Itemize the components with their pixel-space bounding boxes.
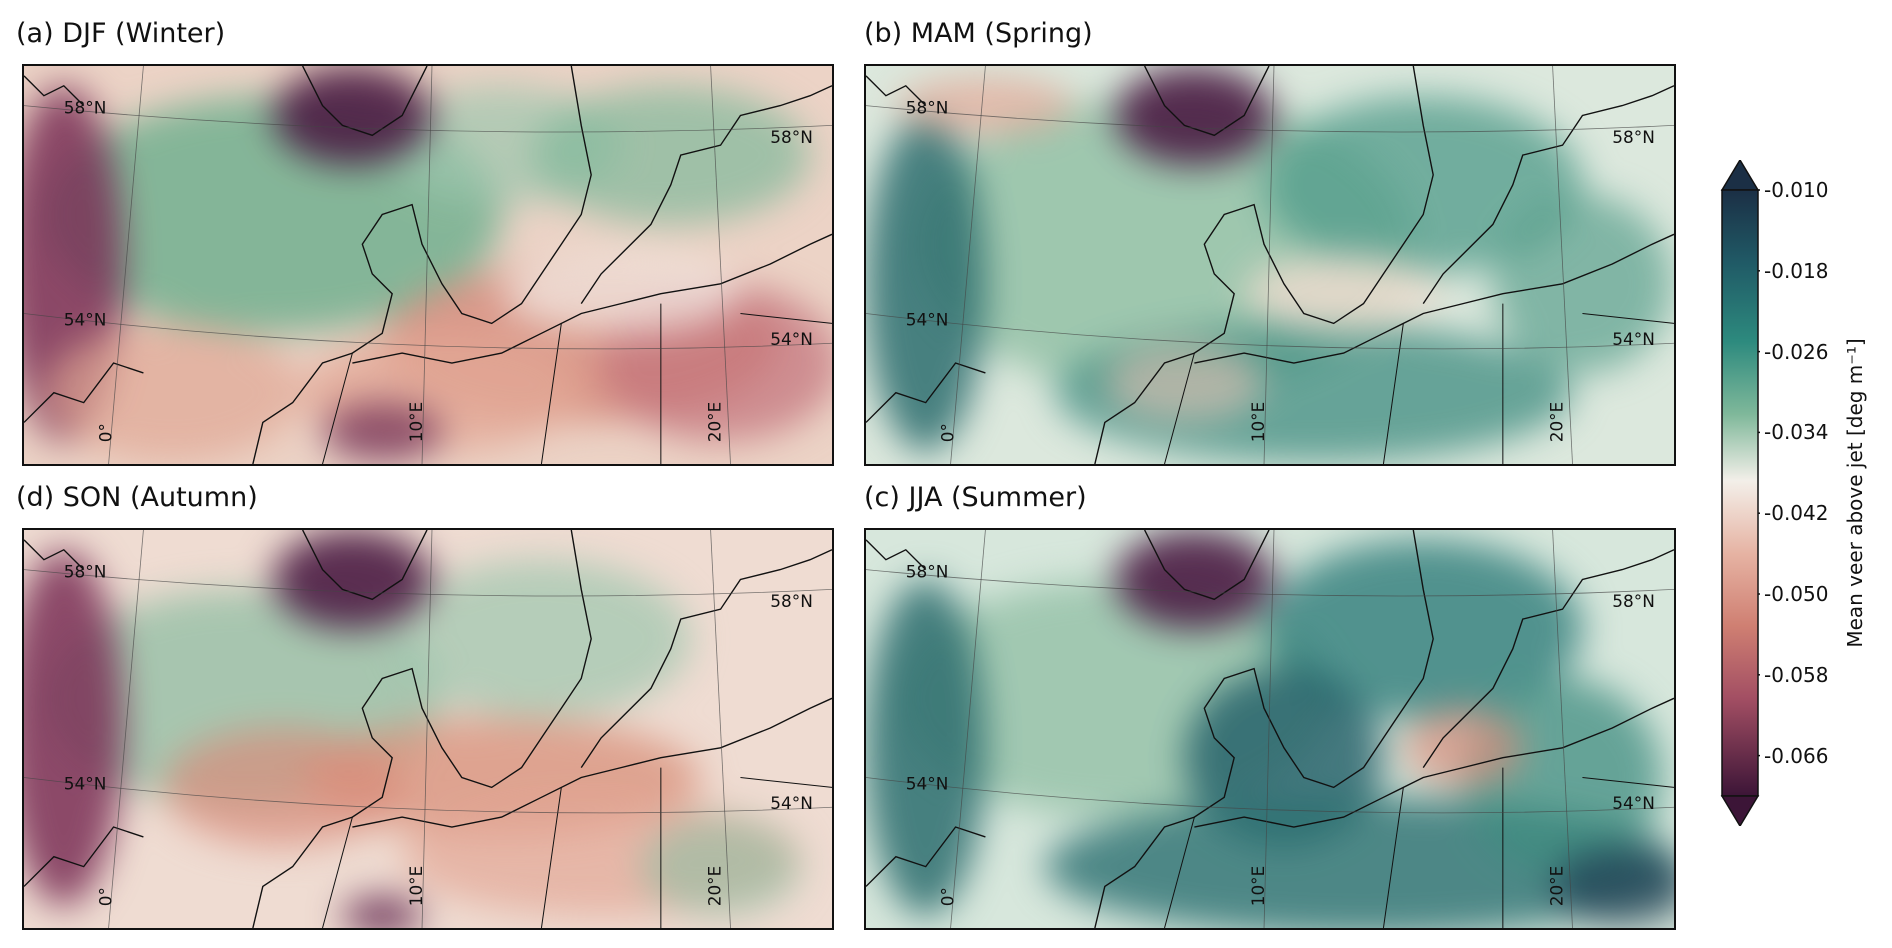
lon-label-20e: 20°E bbox=[1547, 866, 1567, 906]
panel-title-son: (d) SON (Autumn) bbox=[16, 482, 258, 513]
lat-label-54n-left: 54°N bbox=[64, 773, 107, 793]
map-panel-mam: 58°N 58°N 54°N 54°N 0° 10°E 20°E bbox=[864, 64, 1676, 466]
lon-label-0: 0° bbox=[938, 887, 958, 906]
panel-title-jja: (c) JJA (Summer) bbox=[864, 482, 1087, 513]
map-svg-son: 58°N 58°N 54°N 54°N 0° 10°E 20°E bbox=[24, 530, 832, 928]
lon-label-0: 0° bbox=[96, 887, 116, 906]
map-svg-jja: 58°N 58°N 54°N 54°N 0° 10°E 20°E bbox=[866, 530, 1674, 928]
lon-label-10e: 10°E bbox=[1248, 866, 1268, 906]
panel-title-djf: (a) DJF (Winter) bbox=[16, 18, 226, 49]
colorbar-tick-label: -0.066 bbox=[1764, 743, 1829, 768]
lon-label-20e: 20°E bbox=[705, 866, 725, 906]
colorbar bbox=[1720, 160, 1760, 826]
lat-label-58n-right: 58°N bbox=[770, 591, 813, 611]
lon-label-10e: 10°E bbox=[406, 402, 426, 442]
colorbar-top-extend bbox=[1720, 160, 1760, 191]
lon-label-0: 0° bbox=[938, 423, 958, 442]
map-svg-djf: 58°N 58°N 54°N 54°N 0° 10°E 20°E bbox=[24, 66, 832, 464]
lon-label-10e: 10°E bbox=[406, 866, 426, 906]
colorbar-tick-label: -0.050 bbox=[1764, 582, 1829, 606]
colorbar-tick-label: -0.026 bbox=[1764, 339, 1829, 364]
lat-label-58n-right: 58°N bbox=[1612, 591, 1655, 611]
colorbar-tick-label: -0.010 bbox=[1764, 178, 1829, 202]
colorbar-tick-label: -0.018 bbox=[1764, 258, 1829, 283]
colorbar-body bbox=[1721, 189, 1759, 797]
lat-label-54n-right: 54°N bbox=[770, 329, 813, 349]
lat-label-58n-right: 58°N bbox=[770, 127, 813, 147]
lon-label-0: 0° bbox=[96, 423, 116, 442]
lat-label-58n-left: 58°N bbox=[906, 98, 949, 118]
lon-label-20e: 20°E bbox=[1547, 402, 1567, 442]
colorbar-bottom-extend bbox=[1720, 795, 1760, 826]
colorbar-tick-label: -0.058 bbox=[1764, 662, 1829, 687]
map-svg-mam: 58°N 58°N 54°N 54°N 0° 10°E 20°E bbox=[866, 66, 1674, 464]
colorbar-tick-label: -0.042 bbox=[1764, 501, 1829, 526]
lat-label-54n-right: 54°N bbox=[1612, 793, 1655, 813]
lat-label-58n-left: 58°N bbox=[64, 562, 107, 582]
panel-title-mam: (b) MAM (Spring) bbox=[864, 18, 1093, 49]
map-panel-djf: 58°N 58°N 54°N 54°N 0° 10°E 20°E bbox=[22, 64, 834, 466]
lon-label-20e: 20°E bbox=[705, 402, 725, 442]
lon-label-10e: 10°E bbox=[1248, 402, 1268, 442]
map-panel-jja: 58°N 58°N 54°N 54°N 0° 10°E 20°E bbox=[864, 528, 1676, 930]
colorbar-tick-label: -0.034 bbox=[1764, 420, 1829, 445]
lat-label-54n-right: 54°N bbox=[1612, 329, 1655, 349]
lat-label-54n-left: 54°N bbox=[906, 309, 949, 329]
lat-label-54n-left: 54°N bbox=[64, 309, 107, 329]
lat-label-54n-left: 54°N bbox=[906, 773, 949, 793]
lat-label-58n-right: 58°N bbox=[1612, 127, 1655, 147]
lat-label-54n-right: 54°N bbox=[770, 793, 813, 813]
lat-label-58n-left: 58°N bbox=[906, 562, 949, 582]
map-panel-son: 58°N 58°N 54°N 54°N 0° 10°E 20°E bbox=[22, 528, 834, 930]
colorbar-label: Mean veer above jet [deg m⁻¹] bbox=[1843, 338, 1867, 648]
lat-label-58n-left: 58°N bbox=[64, 98, 107, 118]
